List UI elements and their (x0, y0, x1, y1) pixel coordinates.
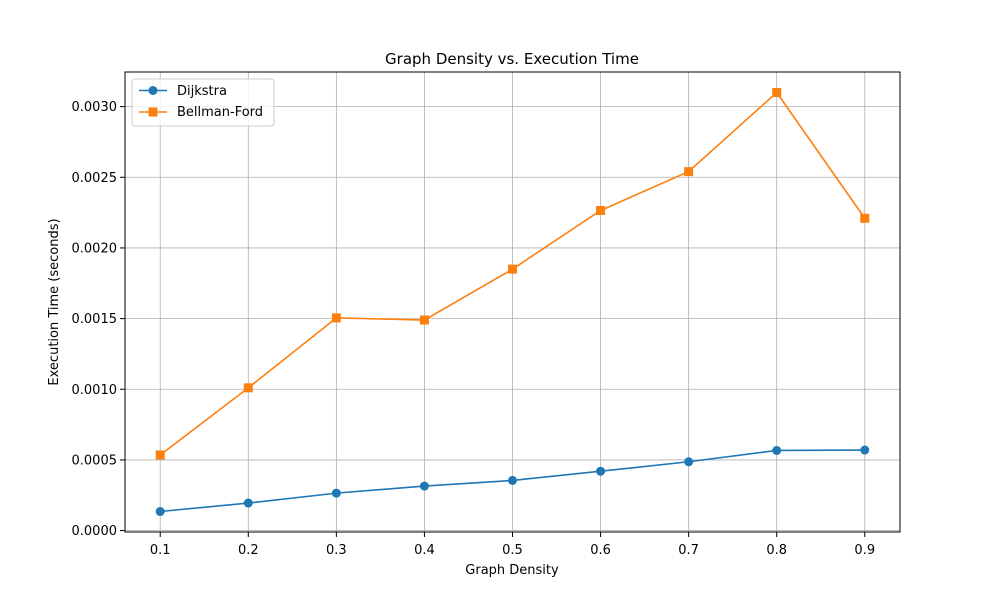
data-point-dijkstra (243, 498, 253, 508)
data-point-dijkstra (155, 507, 165, 517)
data-point-bellman-ford (508, 264, 517, 274)
legend-label-dijkstra: Dijkstra (177, 84, 227, 99)
legend-label-bellman-ford: Bellman-Ford (177, 105, 263, 120)
x-tick-label: 0.7 (678, 543, 699, 558)
x-tick-label: 0.4 (414, 543, 435, 558)
series-bellman-ford (155, 87, 870, 460)
x-axis: 0.1 0.2 0.3 0.4 0.5 0.6 0.7 0.8 0.9 (150, 532, 875, 558)
data-point-bellman-ford (860, 213, 870, 223)
y-tick-label: 0.0030 (72, 100, 118, 115)
y-tick-label: 0.0025 (72, 171, 118, 186)
data-point-bellman-ford (772, 87, 782, 97)
data-point-dijkstra (596, 466, 606, 476)
legend-marker-dijkstra (148, 86, 158, 95)
y-tick-label: 0.0000 (72, 524, 118, 539)
data-point-dijkstra (508, 475, 517, 485)
x-tick-label: 0.2 (238, 543, 259, 558)
x-tick-label: 0.8 (766, 543, 787, 558)
y-tick-label: 0.0010 (72, 383, 118, 398)
data-point-dijkstra (684, 457, 694, 467)
chart-title: Graph Density vs. Execution Time (385, 50, 639, 68)
x-tick-label: 0.9 (854, 543, 875, 558)
legend-box (131, 78, 275, 127)
legend-marker-bellman-ford (148, 107, 158, 117)
y-tick-label: 0.0015 (72, 312, 118, 327)
y-axis: 0.0000 0.0005 0.0010 0.0015 0.0020 0.0025 0.00… (72, 100, 125, 539)
data-point-bellman-ford (155, 450, 165, 460)
x-tick-label: 0.3 (326, 543, 347, 558)
y-tick-label: 0.0005 (72, 453, 118, 468)
data-point-bellman-ford (331, 313, 341, 323)
data-point-dijkstra (772, 445, 782, 455)
series-layer (155, 87, 870, 517)
y-tick-label: 0.0020 (72, 241, 118, 256)
legend: Dijkstra Bellman-Ford (131, 78, 275, 127)
data-point-bellman-ford (684, 167, 694, 177)
data-point-dijkstra (860, 445, 870, 455)
x-axis-title: Graph Density (465, 563, 559, 578)
grid-lines (125, 72, 900, 532)
data-point-bellman-ford (596, 205, 606, 215)
x-tick-label: 0.1 (150, 543, 171, 558)
data-point-dijkstra (331, 488, 341, 498)
data-point-bellman-ford (419, 315, 429, 325)
x-tick-label: 0.5 (502, 543, 523, 558)
y-axis-title: Execution Time (seconds) (47, 218, 62, 385)
x-tick-label: 0.6 (590, 543, 611, 558)
series-dijkstra (155, 445, 870, 517)
data-point-dijkstra (419, 481, 429, 491)
data-point-bellman-ford (243, 383, 253, 393)
